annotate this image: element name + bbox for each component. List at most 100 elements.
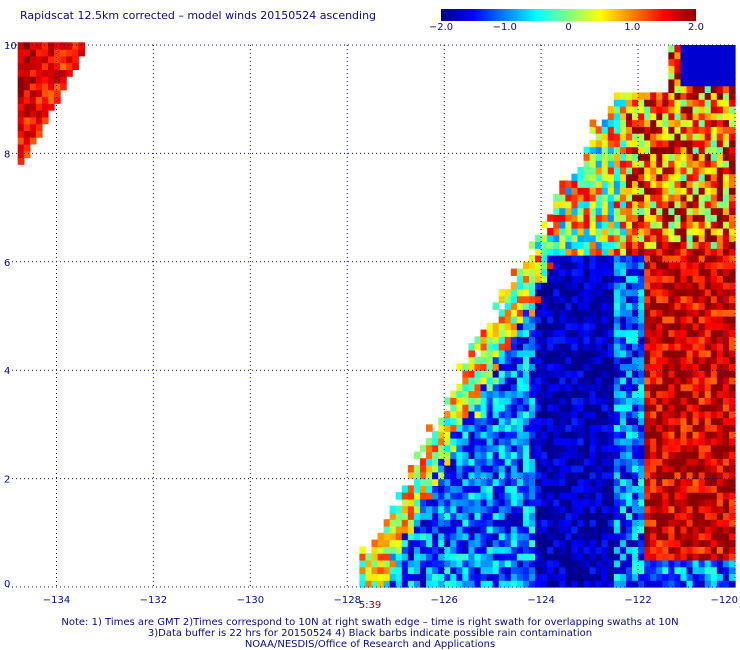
heatmap-cell — [674, 512, 682, 520]
heatmap-cell — [674, 241, 682, 249]
heatmap-cell — [553, 404, 560, 412]
heatmap-cell — [650, 505, 657, 514]
heatmap-cell — [613, 410, 621, 419]
heatmap-cell — [674, 417, 682, 425]
heatmap-cell — [492, 539, 500, 547]
heatmap-cell — [698, 532, 706, 541]
heatmap-cell — [619, 153, 627, 161]
heatmap-cell — [589, 166, 597, 175]
heatmap-cell — [541, 519, 548, 527]
heatmap-cell — [419, 546, 427, 554]
heatmap-cell — [47, 49, 55, 57]
heatmap-cell — [674, 105, 682, 114]
heatmap-cell — [668, 573, 676, 581]
heatmap-cell — [674, 471, 682, 480]
heatmap-cell — [710, 404, 718, 412]
heatmap-cell — [571, 451, 579, 459]
heatmap-cell — [722, 119, 730, 127]
heatmap-cell — [583, 397, 591, 405]
heatmap-cell — [680, 51, 688, 60]
heatmap-cell — [680, 451, 688, 459]
heatmap-cell — [680, 227, 688, 236]
heatmap-cell — [644, 329, 651, 337]
heatmap-cell — [438, 437, 445, 446]
heatmap-cell — [474, 404, 482, 412]
heatmap-cell — [680, 471, 688, 480]
heatmap-cell — [698, 194, 706, 202]
heatmap-cell — [650, 322, 657, 331]
heatmap-cell — [686, 51, 694, 60]
heatmap-cell — [680, 166, 688, 175]
heatmap-cell — [638, 133, 645, 141]
heatmap-cell — [577, 173, 585, 182]
heatmap-cell — [486, 566, 494, 575]
heatmap-cell — [710, 505, 718, 514]
heatmap-cell — [656, 268, 663, 276]
heatmap-cell — [698, 316, 706, 324]
heatmap-cell — [625, 505, 633, 514]
heatmap-cell — [480, 356, 488, 365]
heatmap-cell — [716, 207, 724, 215]
heatmap-cell — [571, 194, 579, 202]
heatmap-cell — [728, 214, 736, 222]
heatmap-cell — [577, 424, 585, 432]
heatmap-cell — [650, 404, 657, 412]
heatmap-cell — [468, 349, 476, 358]
heatmap-cell — [638, 349, 645, 358]
heatmap-cell — [535, 451, 542, 459]
heatmap-cell — [632, 383, 639, 392]
heatmap-cell — [613, 92, 621, 100]
y-tick-label: 4 — [4, 366, 10, 377]
heatmap-cell — [462, 370, 470, 378]
heatmap-cell — [498, 376, 506, 385]
heatmap-cell — [686, 505, 694, 514]
heatmap-cell — [419, 566, 427, 575]
heatmap-cell — [516, 566, 524, 575]
heatmap-cell — [407, 566, 415, 575]
heatmap-cell — [716, 397, 724, 405]
heatmap-cell — [680, 580, 688, 588]
heatmap-cell — [716, 295, 724, 304]
heatmap-cell — [698, 390, 706, 398]
heatmap-cell — [613, 526, 621, 534]
heatmap-cell — [565, 255, 573, 263]
heatmap-cell — [704, 187, 712, 195]
heatmap-cell — [456, 498, 463, 507]
heatmap-cell — [656, 512, 663, 520]
heatmap-cell — [371, 546, 379, 554]
heatmap-cell — [595, 458, 603, 466]
heatmap-cell — [644, 166, 651, 175]
heatmap-cell — [23, 143, 31, 152]
heatmap-cell — [710, 187, 718, 195]
heatmap-cell — [565, 309, 573, 317]
heatmap-cell — [698, 417, 706, 425]
heatmap-cell — [632, 146, 639, 154]
heatmap-cell — [728, 376, 736, 385]
heatmap-cell — [607, 126, 615, 134]
heatmap-cell — [632, 255, 639, 263]
heatmap-cell — [722, 51, 730, 60]
heatmap-cell — [480, 437, 488, 446]
heatmap-cell — [516, 316, 524, 324]
heatmap-cell — [462, 451, 470, 459]
heatmap-cell — [728, 166, 736, 175]
heatmap-cell — [722, 227, 730, 236]
heatmap-cell — [492, 356, 500, 365]
heatmap-cell — [474, 546, 482, 554]
heatmap-cell — [619, 295, 627, 304]
heatmap-cell — [698, 322, 706, 331]
heatmap-cell — [450, 478, 457, 486]
heatmap-cell — [625, 112, 633, 121]
heatmap-cell — [656, 559, 663, 568]
heatmap-cell — [486, 465, 494, 473]
heatmap-cell — [644, 444, 651, 453]
heatmap-cell — [516, 282, 524, 290]
heatmap-cell — [559, 512, 566, 520]
heatmap-cell — [722, 424, 730, 432]
heatmap-cell — [607, 356, 615, 365]
heatmap-cell — [632, 302, 639, 310]
heatmap-cell — [680, 160, 688, 168]
heatmap-cell — [553, 268, 560, 276]
heatmap-cell — [710, 349, 718, 358]
heatmap-cell — [619, 390, 627, 398]
